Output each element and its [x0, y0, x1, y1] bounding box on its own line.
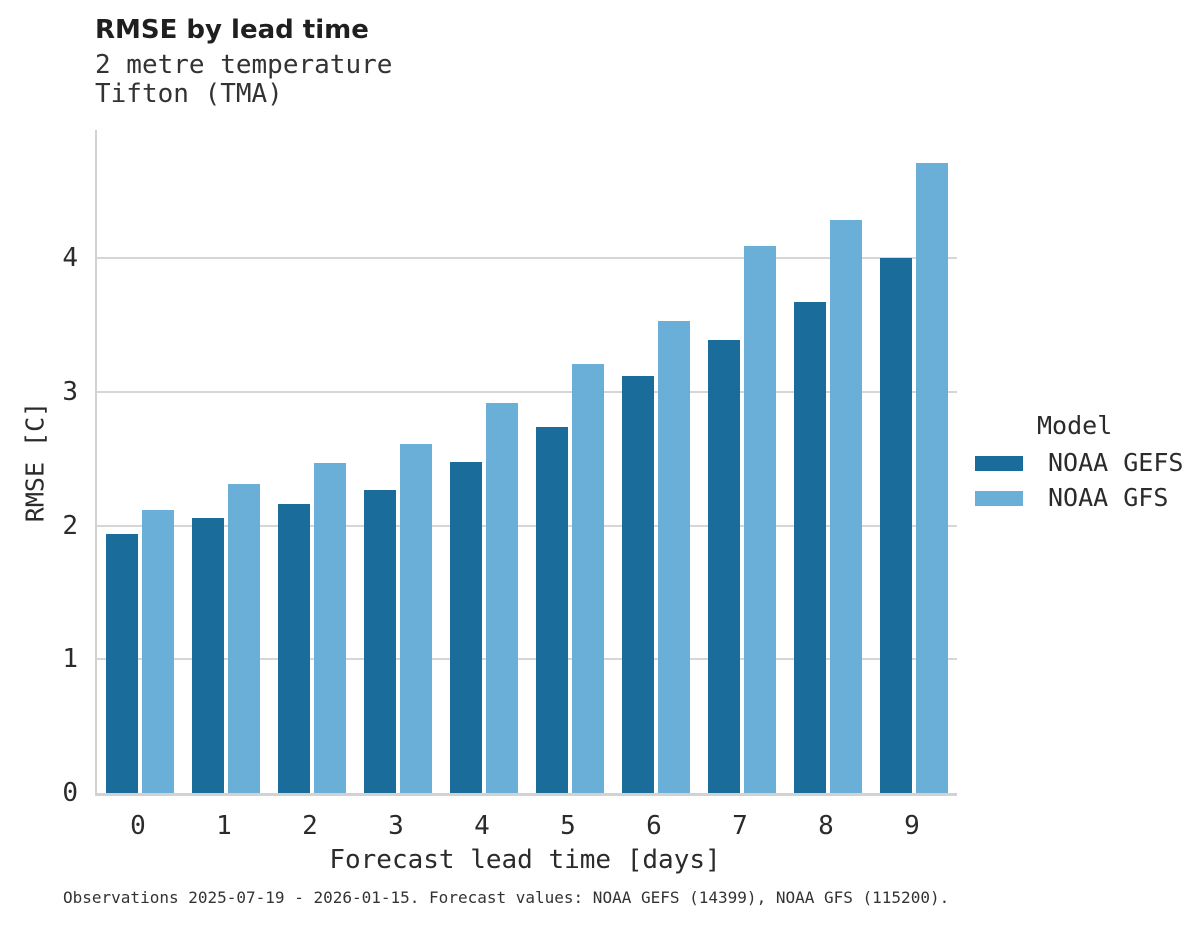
y-tick-label-3: 3 [62, 377, 78, 407]
bar-noaa-gfs-lead-2 [314, 462, 346, 793]
x-tick-label-1: 1 [216, 811, 232, 841]
x-tick-label-9: 9 [904, 811, 920, 841]
chart-subtitle-variable: 2 metre temperature [95, 50, 393, 80]
x-tick-label-7: 7 [732, 811, 748, 841]
bar-group-lead-4 [441, 130, 527, 793]
gridline-y-4 [97, 257, 957, 260]
legend-title: Model [1037, 411, 1113, 440]
bar-noaa-gfs-lead-4 [486, 402, 518, 793]
chart-title: RMSE by lead time [95, 15, 369, 45]
bar-noaa-gefs-lead-9 [880, 258, 912, 793]
bar-group-lead-3 [355, 130, 441, 793]
bar-group-lead-0 [97, 130, 183, 793]
bar-noaa-gefs-lead-7 [708, 339, 740, 793]
y-tick-label-1: 1 [62, 644, 78, 675]
bar-noaa-gefs-lead-6 [622, 375, 654, 793]
bar-group-lead-2 [269, 130, 355, 793]
x-tick-label-6: 6 [646, 811, 662, 841]
bar-noaa-gfs-lead-1 [228, 484, 260, 793]
legend-items: NOAA GEFS NOAA GFS [975, 448, 1183, 513]
x-tick-label-8: 8 [818, 811, 834, 841]
legend-label-noaa-gfs: NOAA GFS [1048, 483, 1169, 512]
bar-noaa-gefs-lead-3 [364, 489, 396, 793]
bar-group-lead-5 [527, 130, 613, 793]
x-tick-label-2: 2 [302, 811, 318, 841]
x-tick-label-0: 0 [130, 811, 146, 841]
bar-noaa-gefs-lead-4 [450, 461, 482, 793]
legend-swatch-noaa-gefs [975, 455, 1023, 471]
bar-noaa-gfs-lead-0 [142, 509, 174, 793]
x-tick-label-4: 4 [474, 811, 490, 841]
bar-group-lead-1 [183, 130, 269, 793]
legend-swatch-noaa-gfs [975, 490, 1023, 506]
x-tick-label-5: 5 [560, 811, 576, 841]
x-axis-tick-labels: 0 1 2 3 4 5 6 7 8 9 [95, 811, 955, 841]
gridline-y-2 [97, 524, 957, 527]
x-axis-title: Forecast lead time [days] [329, 845, 721, 875]
chart-caption: Observations 2025-07-19 - 2026-01-15. Fo… [63, 888, 950, 907]
legend: Model NOAA GEFS NOAA GFS [975, 411, 1183, 513]
bar-group-lead-8 [785, 130, 871, 793]
bar-group-lead-7 [699, 130, 785, 793]
gridline-y-3 [97, 391, 957, 393]
gridline-y-1 [97, 658, 957, 661]
y-axis-tick-labels: 0 1 2 3 4 [0, 130, 80, 806]
bar-noaa-gfs-lead-9 [916, 163, 948, 793]
bar-noaa-gfs-lead-3 [400, 444, 432, 793]
bar-noaa-gfs-lead-5 [572, 363, 604, 793]
x-tick-label-3: 3 [388, 811, 404, 841]
bar-noaa-gefs-lead-0 [106, 533, 138, 793]
y-tick-label-4: 4 [62, 243, 78, 274]
bar-noaa-gfs-lead-7 [744, 246, 776, 793]
bar-noaa-gefs-lead-2 [278, 504, 310, 793]
legend-label-noaa-gefs: NOAA GEFS [1048, 448, 1184, 477]
chart-subtitle-station: Tifton (TMA) [95, 79, 283, 109]
bar-noaa-gefs-lead-8 [794, 302, 826, 793]
bar-noaa-gfs-lead-6 [658, 321, 690, 793]
bar-group-lead-6 [613, 130, 699, 793]
y-tick-label-2: 2 [62, 510, 78, 541]
bar-noaa-gefs-lead-1 [192, 517, 224, 793]
bar-noaa-gefs-lead-5 [536, 426, 568, 793]
bar-noaa-gfs-lead-8 [830, 219, 862, 793]
plot-area [95, 130, 957, 796]
y-tick-label-0: 0 [62, 778, 78, 808]
chart-header: RMSE by lead time 2 metre temperature Ti… [95, 14, 392, 109]
legend-item-noaa-gefs: NOAA GEFS [975, 448, 1183, 478]
legend-item-noaa-gfs: NOAA GFS [975, 483, 1183, 513]
bar-group-lead-9 [871, 130, 957, 793]
